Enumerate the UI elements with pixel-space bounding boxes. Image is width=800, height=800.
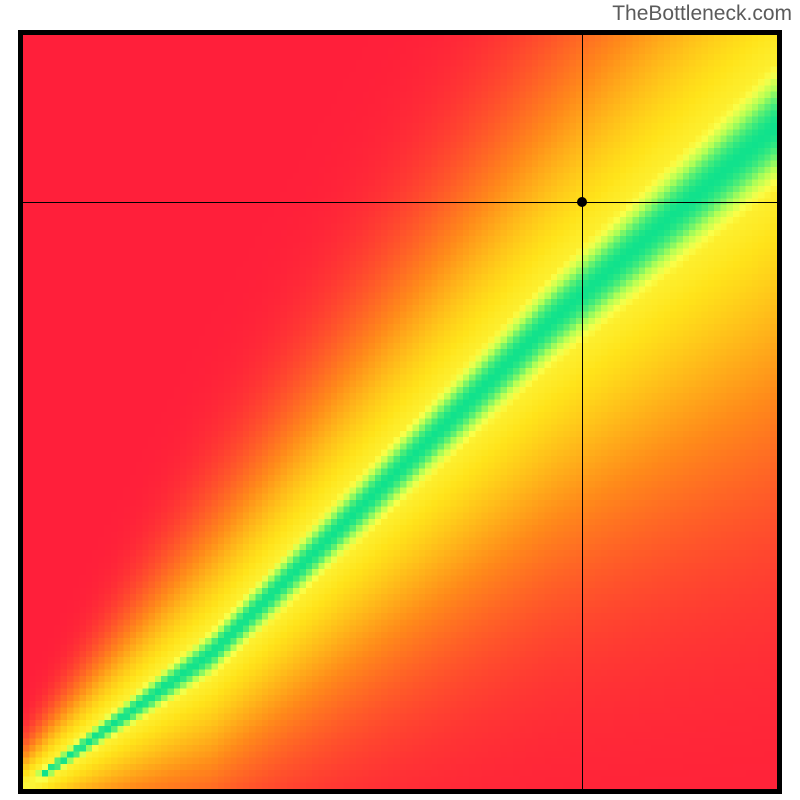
plot-area xyxy=(23,35,777,789)
crosshair-horizontal xyxy=(23,202,777,203)
crosshair-vertical xyxy=(582,35,583,789)
chart-frame xyxy=(18,30,782,794)
crosshair-marker xyxy=(577,197,587,207)
heatmap-canvas xyxy=(23,35,777,789)
attribution-text: TheBottleneck.com xyxy=(612,2,792,26)
